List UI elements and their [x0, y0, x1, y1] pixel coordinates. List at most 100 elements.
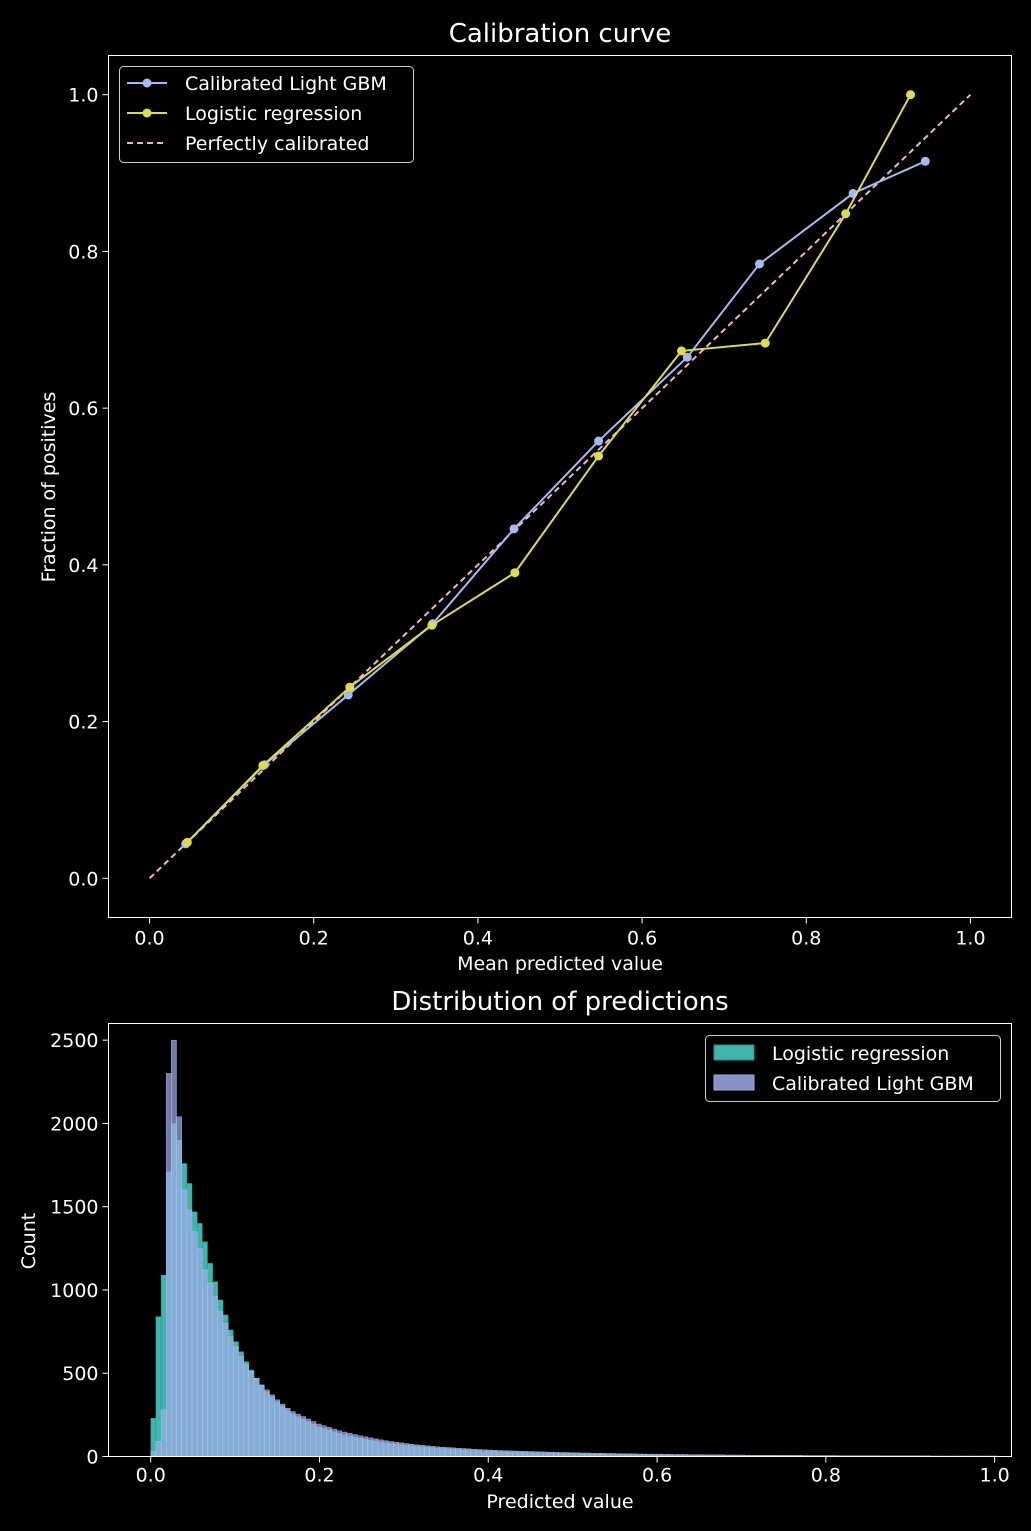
series-line-0 [184, 160, 926, 845]
y-tick-label: 1.0 [68, 85, 98, 107]
hist-bar-1 [155, 1441, 162, 1457]
hist-bar-1 [253, 1378, 260, 1457]
x-tick-label: 0.0 [134, 928, 164, 950]
calibration-y-ticks: 0.0 0.2 0.4 0.6 0.8 1.0 [68, 85, 109, 890]
legend-entry-perfect: Perfectly calibrated [127, 133, 369, 155]
hist-bar-1 [227, 1336, 234, 1457]
hist-bar-1 [424, 1445, 430, 1457]
hist-bar-1 [160, 1409, 167, 1457]
hist-bar-1 [274, 1399, 281, 1457]
hist-bar-1 [248, 1371, 255, 1457]
hist-bar-1 [269, 1394, 275, 1457]
hist-bar-1 [289, 1411, 296, 1457]
hist-bar-1 [574, 1452, 580, 1457]
hist-bar-1 [258, 1384, 265, 1457]
y-tick-label: 2000 [50, 1113, 98, 1135]
distribution-y-label: Count [18, 1213, 40, 1269]
series-line-1 [186, 94, 912, 843]
hist-bar-1 [517, 1450, 523, 1457]
calibration-chart: Calibration curve 0.0 0.2 0.4 0.6 0.8 1.0 0.0… [38, 19, 1012, 975]
hist-bar-1 [512, 1450, 518, 1457]
hist-bar-1 [305, 1418, 312, 1457]
hist-bar-0 [150, 1417, 157, 1457]
calibration-legend-box [119, 66, 414, 163]
legend-label-lightgbm: Calibrated Light GBM [185, 73, 387, 95]
x-tick-label: 0.6 [642, 1465, 672, 1487]
series-0-point [509, 524, 519, 534]
legend-label-perfect: Perfectly calibrated [185, 133, 369, 155]
legend-swatch-hist-logreg [713, 1044, 755, 1061]
y-tick-label: 0.4 [68, 555, 98, 577]
hist-bar-1 [558, 1452, 565, 1457]
hist-bar-0 [155, 1316, 162, 1457]
calibration-legend: Calibrated Light GBM Logistic regression… [119, 66, 414, 163]
distribution-legend-box [705, 1035, 1001, 1102]
series-1-point [760, 338, 770, 348]
x-tick-label: 0.6 [627, 928, 657, 950]
y-tick-label: 2500 [50, 1030, 98, 1052]
hist-bar-1 [537, 1451, 544, 1457]
hist-bar-1 [300, 1416, 306, 1457]
hist-bar-1 [382, 1440, 389, 1457]
distribution-title: Distribution of predictions [391, 987, 728, 1017]
hist-bar-1 [315, 1423, 322, 1457]
series-0-point [920, 156, 930, 166]
hist-bar-1 [336, 1430, 342, 1457]
distribution-bars-layer [150, 1039, 1004, 1457]
hist-bar-1 [491, 1449, 497, 1457]
x-tick-label: 0.0 [136, 1465, 166, 1487]
hist-bar-1 [429, 1446, 435, 1457]
hist-bar-1 [481, 1449, 487, 1457]
hist-bar-1 [264, 1389, 270, 1457]
hist-bar-1 [403, 1443, 410, 1457]
series-1-point [841, 209, 851, 219]
hist-bar-1 [212, 1296, 219, 1457]
x-tick-label: 0.2 [299, 928, 329, 950]
hist-bar-1 [176, 1116, 182, 1457]
hist-bar-1 [279, 1403, 286, 1457]
series-1-point [594, 451, 604, 461]
legend-label-logreg: Logistic regression [185, 103, 362, 125]
hist-bar-1 [320, 1425, 327, 1457]
x-tick-label: 0.4 [473, 1465, 503, 1487]
hist-bar-1 [439, 1446, 446, 1457]
hist-bar-1 [450, 1447, 456, 1457]
hist-bar-1 [522, 1451, 528, 1457]
hist-bar-1 [413, 1444, 420, 1457]
distribution-legend: Logistic regression Calibrated Light GBM [705, 1035, 1001, 1102]
legend-entry-logreg: Logistic regression [127, 103, 362, 125]
hist-bar-1 [233, 1346, 239, 1457]
series-0-point [754, 259, 764, 269]
hist-bar-1 [393, 1441, 399, 1457]
legend-marker-lightgbm [142, 78, 152, 88]
series-1-point [427, 620, 437, 630]
series-1-point [510, 568, 520, 578]
x-tick-label: 0.8 [811, 1465, 841, 1487]
y-tick-label: 500 [62, 1363, 98, 1385]
hist-bar-1 [434, 1446, 441, 1457]
hist-bar-1 [501, 1450, 508, 1457]
hist-bar-1 [243, 1364, 250, 1457]
calibration-plot-frame [108, 55, 1012, 918]
distribution-chart: Distribution of predictions 0.0 0.2 0.4 0.6… [18, 987, 1012, 1513]
y-tick-label: 1000 [50, 1280, 98, 1302]
hist-bar-1 [181, 1189, 188, 1457]
hist-bar-1 [351, 1434, 358, 1457]
hist-bar-1 [186, 1209, 193, 1457]
x-tick-label: 0.4 [463, 928, 493, 950]
hist-bar-1 [295, 1413, 301, 1457]
calibration-y-label: Fraction of positives [38, 392, 60, 583]
calibration-title: Calibration curve [449, 19, 672, 49]
calibration-x-ticks: 0.0 0.2 0.4 0.6 0.8 1.0 [134, 917, 986, 950]
legend-swatch-hist-lightgbm [713, 1074, 755, 1091]
hist-bar-1 [326, 1427, 332, 1457]
hist-bar-1 [506, 1450, 513, 1457]
hist-bar-1 [419, 1445, 425, 1457]
hist-bar-1 [543, 1451, 549, 1457]
distribution-x-label: Predicted value [486, 1491, 633, 1513]
hist-bar-1 [398, 1442, 404, 1457]
hist-bar-1 [553, 1452, 559, 1457]
hist-bar-1 [222, 1323, 229, 1457]
x-tick-label: 1.0 [980, 1465, 1010, 1487]
legend-entry-hist-logreg: Logistic regression [713, 1043, 949, 1065]
